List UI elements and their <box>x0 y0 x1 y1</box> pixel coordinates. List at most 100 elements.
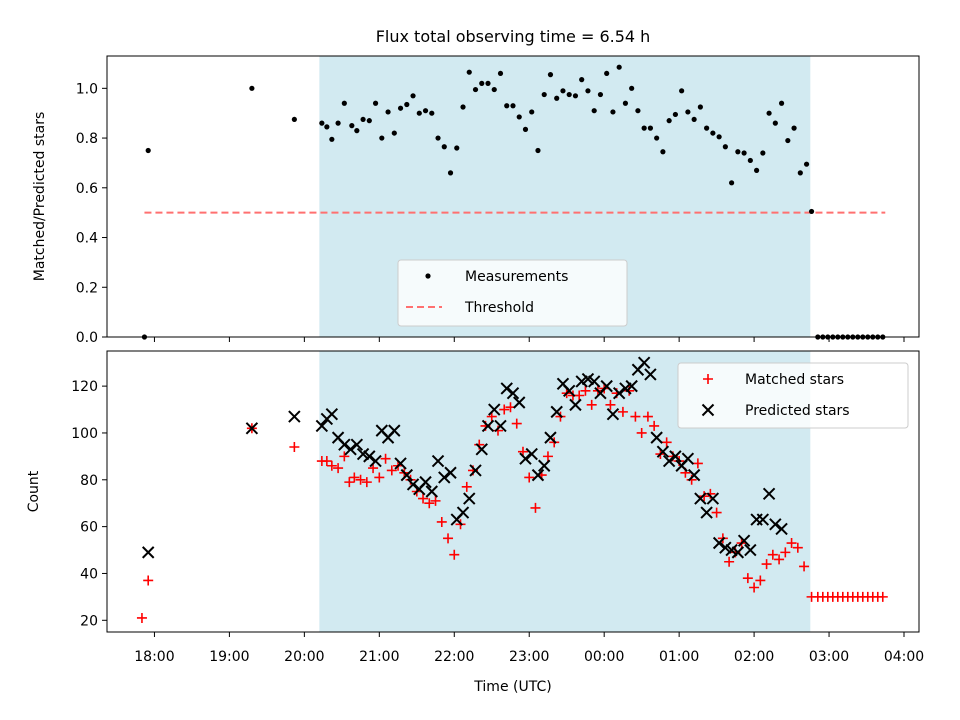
x-tick-label: 00:00 <box>584 649 624 665</box>
measurement-point <box>329 136 335 142</box>
y-tick-label: 0.2 <box>76 280 98 296</box>
measurement-point <box>479 80 485 86</box>
measurement-point <box>447 170 454 176</box>
measurement-point <box>485 80 491 86</box>
measurement-point <box>735 149 741 155</box>
measurement-point <box>641 125 647 131</box>
predicted-star-point <box>456 506 470 519</box>
predicted-star-point <box>438 471 451 484</box>
y-tick-label: 20 <box>80 613 98 629</box>
x-tick-label: 02:00 <box>734 649 774 665</box>
measurement-point <box>616 64 622 70</box>
measurement-point <box>610 109 616 115</box>
x-tick-label: 23:00 <box>509 649 549 665</box>
ratio-y-axis-label: Matched/Predicted stars <box>32 112 48 282</box>
predicted-star-point <box>625 379 638 393</box>
matched-star-point <box>289 442 300 453</box>
matched-star-point <box>380 453 391 464</box>
matched-star-point <box>661 437 672 448</box>
measurement-point <box>629 85 635 91</box>
measurement-point <box>441 144 447 150</box>
predicted-star-point <box>325 408 339 421</box>
matched-star-point <box>349 472 360 483</box>
measurement-point <box>547 72 554 78</box>
measurement-point <box>791 125 797 131</box>
predicted-star-point <box>762 487 776 501</box>
measurement-point <box>497 70 504 77</box>
measurement-point <box>341 100 347 106</box>
matched-star-point <box>877 591 888 602</box>
measurement-point <box>510 103 516 109</box>
y-tick-label: 120 <box>71 379 98 395</box>
predicted-star-point <box>394 457 407 470</box>
y-tick-label: 0.6 <box>76 181 98 197</box>
legend-label: Threshold <box>464 300 534 316</box>
measurement-point <box>422 108 429 114</box>
x-tick-label: 01:00 <box>659 649 699 665</box>
predicted-star-point <box>694 492 707 505</box>
measurement-point <box>803 161 810 167</box>
count-x-ticks: 18:00 19:00 20:00 21:00 22:00 23:00 00:00 01:00… <box>134 632 924 665</box>
predicted-star-point <box>369 454 382 468</box>
predicted-star-point <box>506 386 520 400</box>
measurement-point <box>654 135 660 141</box>
matched-star-point <box>424 498 435 509</box>
measurement-point <box>391 130 397 136</box>
matched-star-point <box>630 411 641 422</box>
measurement-point <box>679 88 685 94</box>
predicted-star-point <box>650 431 663 444</box>
predicted-star-point <box>494 419 507 433</box>
ratio-x-ticks <box>153 337 905 342</box>
count-legend: Matched stars Predicted stars <box>677 362 909 429</box>
matched-star-point <box>374 472 385 483</box>
matched-star-point <box>786 538 797 549</box>
predicted-star-point <box>481 419 495 433</box>
y-tick-label: 0.0 <box>76 330 98 346</box>
measurement-point <box>579 77 585 83</box>
matched-star-point <box>586 399 597 410</box>
predicted-star-point <box>444 466 457 479</box>
measurement-point <box>622 100 629 106</box>
measurement-point <box>566 91 572 98</box>
y-tick-label: 0.4 <box>76 231 98 247</box>
matched-star-point <box>339 451 350 462</box>
measurement-point <box>760 150 766 156</box>
predicted-star-point <box>662 454 676 468</box>
x-axis-label: Time (UTC) <box>473 679 551 695</box>
ratio-axes-frame <box>106 55 920 338</box>
legend-box <box>677 362 909 429</box>
measurement-point <box>379 135 385 141</box>
predicted-star-point <box>525 447 538 461</box>
measurement-point <box>710 130 716 136</box>
predicted-star-point <box>656 445 670 458</box>
predicted-star-point <box>669 450 682 463</box>
y-tick-label: 100 <box>71 426 98 442</box>
measurement-point <box>704 125 710 131</box>
predicted-star-point <box>681 452 695 465</box>
measurement-point <box>778 100 785 106</box>
predicted-star-point <box>344 443 357 456</box>
predicted-star-point <box>587 375 601 388</box>
predicted-star-point <box>612 386 626 400</box>
measurement-point <box>529 109 535 115</box>
x-tick-label: 03:00 <box>809 649 849 665</box>
predicted-star-point <box>706 492 720 505</box>
matched-star-point <box>361 477 372 488</box>
matched-star-point <box>767 549 778 560</box>
measurement-point <box>145 147 151 154</box>
predicted-star-point <box>350 438 364 451</box>
measurement-point <box>741 150 747 156</box>
matched-star-point <box>617 406 628 417</box>
predicted-star-point <box>469 464 482 477</box>
matched-star-point <box>461 481 472 492</box>
matched-star-point <box>711 507 722 518</box>
predicted-star-point <box>538 459 551 472</box>
measurement-point <box>404 101 410 108</box>
matched-star-point <box>605 399 616 410</box>
matched-star-point <box>692 458 703 469</box>
measurement-point <box>366 118 372 124</box>
matched-star-point <box>755 575 766 586</box>
measurement-point <box>560 88 566 94</box>
legend-box <box>397 259 628 327</box>
predicted-star-point <box>388 424 401 437</box>
